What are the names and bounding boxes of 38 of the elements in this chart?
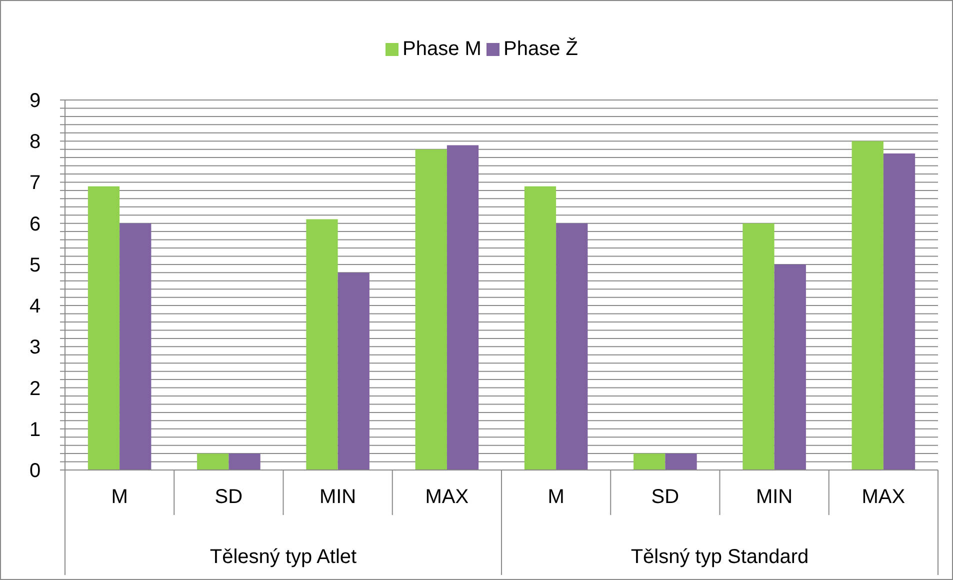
x-tick-label: MIN <box>756 486 793 508</box>
x-tick-label: MIN <box>319 486 356 508</box>
bar <box>852 141 884 470</box>
bar <box>338 272 370 470</box>
legend-label: Phase M <box>402 38 482 60</box>
bar <box>120 223 152 470</box>
bar <box>883 153 916 470</box>
bar <box>88 186 120 470</box>
y-tick-label: 0 <box>29 460 41 482</box>
text: Tělsný typ Standard <box>630 546 809 568</box>
x-tick-label: SD <box>651 486 680 508</box>
text: Tělesný typ Atlet <box>210 546 358 568</box>
y-tick-label: 7 <box>29 172 41 194</box>
bar <box>306 219 338 470</box>
y-tick-label: 9 <box>29 90 41 112</box>
bar <box>228 454 260 470</box>
y-tick-label: 2 <box>29 378 41 400</box>
x-tick-label: MAX <box>862 486 906 508</box>
bar <box>634 454 666 470</box>
y-tick-label: 8 <box>29 131 41 154</box>
bar <box>524 186 556 470</box>
bar <box>556 223 588 470</box>
bar <box>415 149 447 470</box>
y-tick-label: 6 <box>29 213 41 236</box>
y-tick-label: 1 <box>29 418 41 441</box>
x-tick-label: MAX <box>425 486 469 508</box>
y-tick-label: 5 <box>29 254 41 276</box>
x-tick-label: M <box>548 486 564 508</box>
bar <box>774 264 806 470</box>
x-tick-label: M <box>111 486 128 508</box>
bar <box>197 454 229 470</box>
bar <box>742 223 774 470</box>
legend-label: Phase Ž <box>504 37 578 60</box>
bar <box>446 145 479 470</box>
x-tick-label: SD <box>214 486 243 508</box>
y-tick-label: 3 <box>29 336 41 359</box>
bar <box>665 454 697 470</box>
y-tick-label: 4 <box>29 296 41 318</box>
